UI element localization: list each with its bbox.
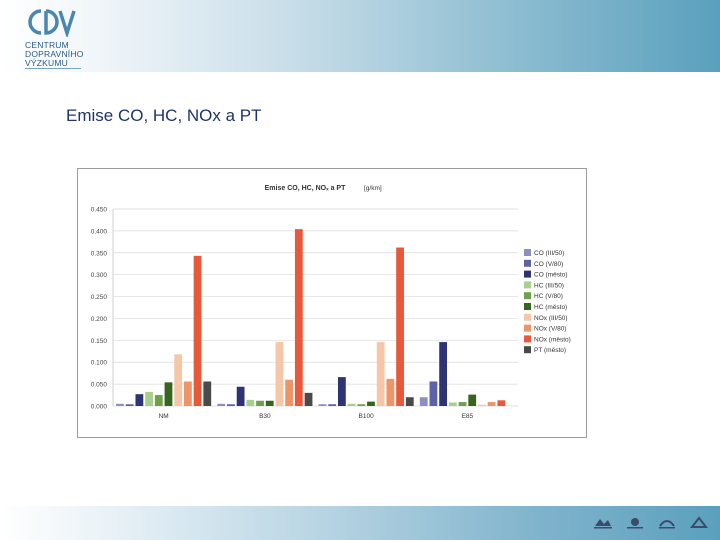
legend-label: NOx (V/80) bbox=[534, 326, 567, 333]
bar bbox=[164, 382, 173, 406]
cdv-logo-icon bbox=[28, 9, 76, 37]
bar bbox=[367, 401, 375, 406]
legend-label: NOx (město) bbox=[534, 336, 571, 343]
bar bbox=[448, 402, 457, 406]
logo-line: DOPRAVNÍHO bbox=[25, 49, 84, 59]
bar bbox=[183, 381, 192, 406]
legend-label: CO (město) bbox=[534, 272, 568, 279]
bar bbox=[429, 381, 438, 406]
cdv-logo: CENTRUM DOPRAVNÍHO VÝZKUMU bbox=[12, 4, 83, 69]
logo-text: CENTRUM DOPRAVNÍHO VÝZKUMU bbox=[25, 41, 84, 68]
bar bbox=[236, 386, 245, 406]
legend-label: NOx (III/50) bbox=[534, 315, 568, 322]
legend-label: HC (město) bbox=[534, 304, 567, 311]
chart-title: Emise CO, HC, NOₓ a PT bbox=[265, 185, 346, 192]
y-tick-label: 0.300 bbox=[91, 272, 108, 279]
bar bbox=[478, 404, 486, 406]
legend-swatch bbox=[524, 292, 531, 300]
bar bbox=[357, 404, 366, 406]
bar bbox=[386, 378, 395, 406]
bar bbox=[193, 255, 202, 406]
bar bbox=[439, 342, 448, 406]
chart-frame bbox=[77, 168, 587, 438]
bar bbox=[154, 395, 163, 406]
y-tick-label: 0.100 bbox=[91, 360, 108, 367]
x-tick-label: B100 bbox=[359, 413, 375, 420]
logo-line: VÝZKUMU bbox=[25, 58, 68, 68]
bar bbox=[458, 402, 467, 406]
y-tick-label: 0.400 bbox=[91, 228, 108, 235]
bar bbox=[318, 404, 327, 406]
legend-swatch bbox=[524, 249, 531, 256]
bar bbox=[376, 342, 385, 406]
partner-logo-1-icon bbox=[592, 516, 614, 530]
legend-swatch bbox=[524, 259, 531, 267]
x-tick-label: NM bbox=[159, 413, 169, 420]
footer-logos bbox=[592, 516, 710, 530]
bar bbox=[275, 342, 284, 406]
bar bbox=[265, 400, 274, 406]
y-tick-label: 0.250 bbox=[91, 294, 108, 301]
logo-underline bbox=[25, 68, 81, 69]
y-tick-label: 0.350 bbox=[91, 250, 108, 257]
bar bbox=[145, 391, 153, 406]
legend-label: HC (III/50) bbox=[534, 282, 564, 289]
legend-swatch bbox=[524, 281, 531, 289]
bar bbox=[135, 394, 144, 406]
partner-logo-4-icon bbox=[688, 516, 710, 530]
bar bbox=[116, 403, 124, 406]
bar bbox=[203, 381, 212, 406]
y-tick-label: 0.000 bbox=[91, 404, 108, 411]
bar bbox=[217, 403, 226, 406]
bar bbox=[497, 400, 506, 406]
bar bbox=[328, 404, 337, 406]
bar bbox=[337, 377, 346, 406]
bar bbox=[246, 399, 255, 406]
bar bbox=[396, 247, 404, 406]
legend-label: CO (V/80) bbox=[534, 261, 563, 268]
bar bbox=[256, 400, 264, 406]
chart-unit: [g/km] bbox=[364, 185, 382, 192]
y-tick-label: 0.050 bbox=[91, 382, 108, 389]
page-title: Emise CO, HC, NOx a PT bbox=[66, 106, 262, 125]
legend-swatch bbox=[524, 324, 531, 332]
logo-line: CENTRUM bbox=[25, 40, 69, 50]
bar bbox=[174, 354, 183, 406]
y-tick-label: 0.150 bbox=[91, 338, 108, 345]
legend-swatch bbox=[524, 270, 531, 278]
bar bbox=[405, 397, 414, 406]
legend-swatch bbox=[524, 335, 531, 343]
legend-label: HC (V/80) bbox=[534, 293, 563, 300]
x-tick-label: E85 bbox=[462, 413, 474, 420]
legend-swatch bbox=[524, 313, 531, 321]
bar bbox=[285, 379, 294, 406]
x-tick-label: B30 bbox=[259, 413, 271, 420]
legend-swatch bbox=[524, 303, 531, 310]
bar bbox=[294, 229, 303, 406]
bar bbox=[227, 404, 235, 406]
bar bbox=[125, 404, 134, 406]
y-tick-label: 0.200 bbox=[91, 316, 108, 323]
top-band bbox=[0, 0, 720, 72]
bar bbox=[304, 392, 313, 406]
legend-label: PT (město) bbox=[534, 347, 566, 354]
partner-logo-3-icon bbox=[656, 516, 678, 530]
legend-label: CO (III/50) bbox=[534, 250, 564, 257]
bar bbox=[347, 403, 356, 406]
y-tick-label: 0.450 bbox=[91, 207, 108, 214]
bar bbox=[487, 402, 496, 406]
partner-logo-2-icon bbox=[624, 516, 646, 530]
legend-swatch bbox=[524, 346, 531, 354]
bar bbox=[419, 397, 428, 406]
bar bbox=[468, 394, 477, 406]
